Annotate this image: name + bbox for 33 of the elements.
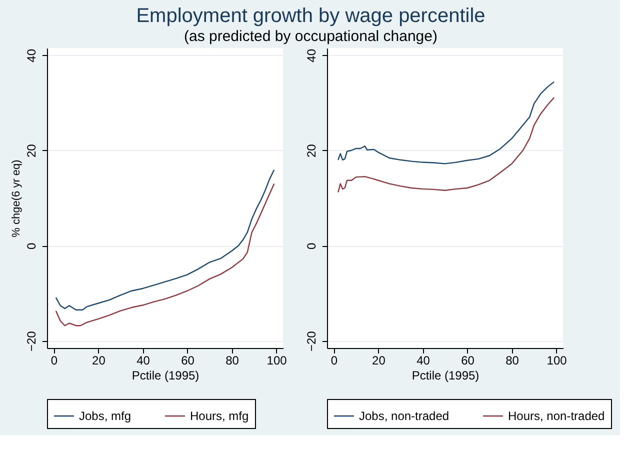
- x-tick-label: 80: [506, 354, 520, 368]
- legend-label: Jobs, mfg: [79, 409, 132, 423]
- line-series: [55, 183, 275, 326]
- chart-title: Employment growth by wage percentile: [136, 5, 486, 27]
- y-tick-label: −20: [24, 330, 38, 352]
- x-tick-label: 100: [546, 354, 568, 368]
- line-series: [55, 169, 275, 311]
- y-tick-label: 0: [24, 242, 38, 250]
- x-axis-title: Pctile (1995): [412, 368, 480, 382]
- y-tick-label: 20: [24, 144, 38, 158]
- x-tick-label: 60: [461, 354, 475, 368]
- y-tick-label: 40: [304, 48, 318, 62]
- line-series: [338, 96, 555, 193]
- y-tick-label: −20: [304, 330, 318, 352]
- x-tick-label: 80: [226, 354, 240, 368]
- legend-label: Hours, mfg: [190, 409, 249, 423]
- y-tick-label: 40: [24, 48, 38, 62]
- x-tick-label: 0: [330, 354, 338, 368]
- y-axis-title: % chge(6 yr eq): [10, 160, 22, 238]
- x-tick-label: 40: [416, 354, 430, 368]
- x-tick-label: 20: [92, 354, 106, 368]
- x-tick-label: 100: [266, 354, 288, 368]
- legend-label: Jobs, non-traded: [359, 409, 450, 423]
- x-tick-label: 0: [50, 354, 58, 368]
- chart-subtitle: (as predicted by occupational change): [184, 28, 438, 45]
- x-tick-label: 20: [372, 354, 386, 368]
- x-tick-label: 60: [181, 354, 195, 368]
- line-series: [338, 81, 555, 164]
- legend-label: Hours, non-traded: [508, 409, 605, 423]
- x-tick-label: 40: [136, 354, 150, 368]
- y-tick-label: 20: [304, 144, 318, 158]
- x-axis-title: Pctile (1995): [132, 368, 200, 382]
- y-tick-label: 0: [304, 242, 318, 250]
